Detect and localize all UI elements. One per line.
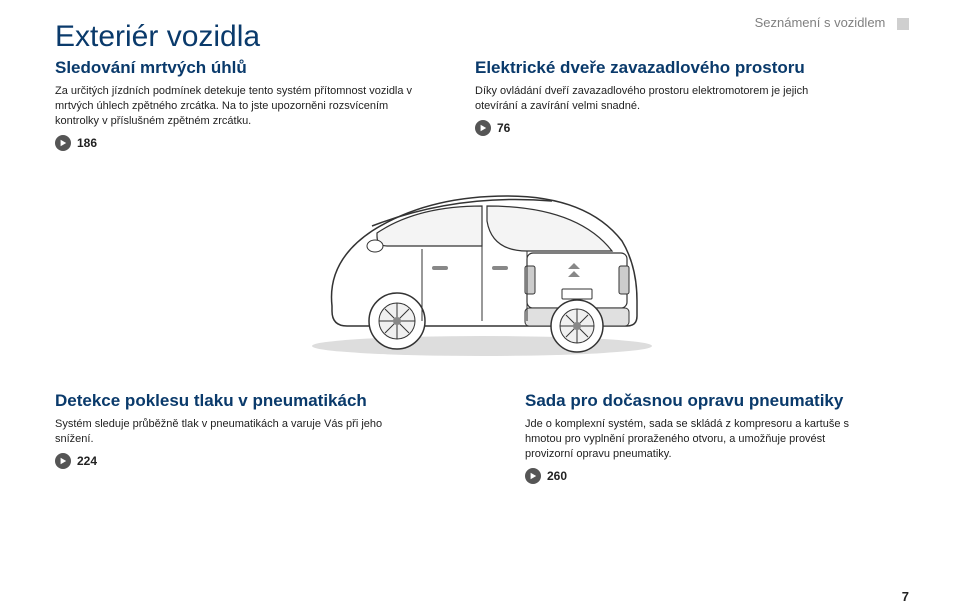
page: Seznámení s vozidlem Exteriér vozidla Sl… xyxy=(0,0,959,614)
bottom-right-column: Sada pro dočasnou opravu pneumatiky Jde … xyxy=(525,391,855,484)
section-subtitle: Sledování mrtvých úhlů xyxy=(55,58,435,78)
play-circle-icon xyxy=(55,135,71,151)
page-reference: 186 xyxy=(55,135,435,151)
play-circle-icon xyxy=(525,468,541,484)
section-paragraph: Díky ovládání dveří zavazadlového prosto… xyxy=(475,84,825,114)
vehicle-illustration xyxy=(55,171,909,366)
car-rear-icon xyxy=(277,171,687,361)
page-reference: 260 xyxy=(525,468,855,484)
page-title: Exteriér vozidla xyxy=(55,20,435,54)
section-paragraph: Jde o komplexní systém, sada se skládá z… xyxy=(525,417,855,462)
section-paragraph: Systém sleduje průběžně tlak v pneumatik… xyxy=(55,417,385,447)
page-reference: 224 xyxy=(55,453,385,469)
reference-number: 224 xyxy=(77,454,97,468)
reference-number: 260 xyxy=(547,469,567,483)
play-circle-icon xyxy=(475,120,491,136)
header-breadcrumb: Seznámení s vozidlem xyxy=(755,15,909,30)
top-right-column: Elektrické dveře zavazadlového prostoru … xyxy=(475,58,825,151)
bottom-left-column: Detekce poklesu tlaku v pneumatikách Sys… xyxy=(55,391,385,484)
page-number: 7 xyxy=(902,589,909,604)
play-circle-icon xyxy=(55,453,71,469)
breadcrumb-text: Seznámení s vozidlem xyxy=(755,15,886,30)
section-mark-icon xyxy=(897,18,909,30)
top-columns: Exteriér vozidla Sledování mrtvých úhlů … xyxy=(55,20,909,151)
section-subtitle: Elektrické dveře zavazadlového prostoru xyxy=(475,58,825,78)
reference-number: 76 xyxy=(497,121,510,135)
bottom-columns: Detekce poklesu tlaku v pneumatikách Sys… xyxy=(55,391,909,484)
section-paragraph: Za určitých jízdních podmínek detekuje t… xyxy=(55,84,435,129)
page-reference: 76 xyxy=(475,120,825,136)
section-subtitle: Sada pro dočasnou opravu pneumatiky xyxy=(525,391,855,411)
section-subtitle: Detekce poklesu tlaku v pneumatikách xyxy=(55,391,385,411)
reference-number: 186 xyxy=(77,136,97,150)
top-left-column: Exteriér vozidla Sledování mrtvých úhlů … xyxy=(55,20,435,151)
